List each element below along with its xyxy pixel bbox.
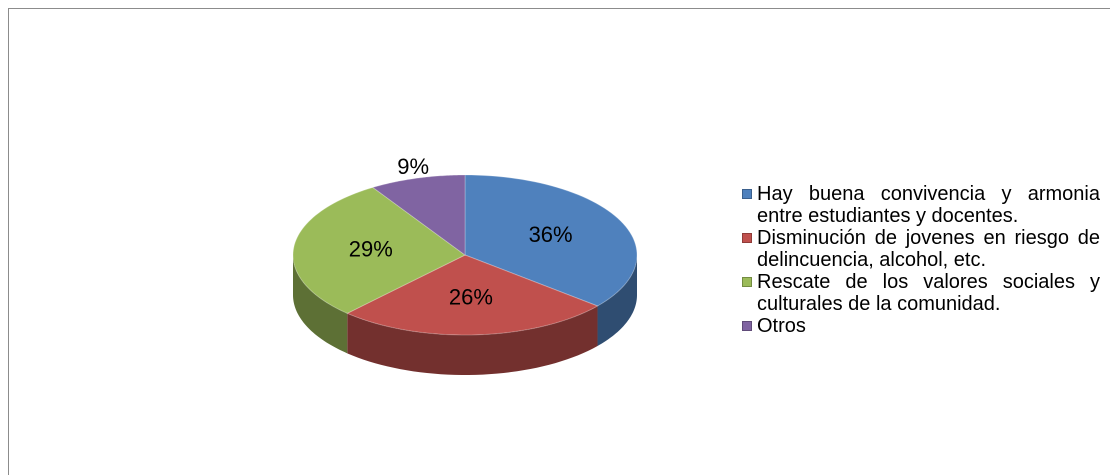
pie-slice [292,186,466,314]
pie-slice [464,174,638,307]
data-label: 9% [397,154,429,179]
pie-side [347,305,598,375]
pie-side [293,255,348,354]
legend-swatch [742,189,752,199]
legend-item: Hay buena convivencia y armonia entre es… [742,183,1100,227]
legend-swatch [742,233,752,243]
legend-swatch [742,277,752,287]
legend-label: Hay buena convivencia y armonia entre es… [757,183,1100,227]
pie-side [597,255,637,346]
data-label: 26% [449,285,493,310]
legend-item: Rescate de los valores sociales y cultur… [742,271,1100,315]
legend-item: Otros [742,315,1100,337]
legend-label: Rescate de los valores sociales y cultur… [757,271,1100,315]
legend-label: Disminución de jovenes en riesgo de deli… [757,227,1100,271]
legend-label: Otros [757,315,806,337]
legend: Hay buena convivencia y armonia entre es… [742,183,1100,337]
data-label: 36% [529,222,573,247]
legend-item: Disminución de jovenes en riesgo de deli… [742,227,1100,271]
legend-swatch [742,321,752,331]
data-label: 29% [349,237,393,262]
pie-slice [371,174,466,256]
pie-slice [346,254,599,336]
